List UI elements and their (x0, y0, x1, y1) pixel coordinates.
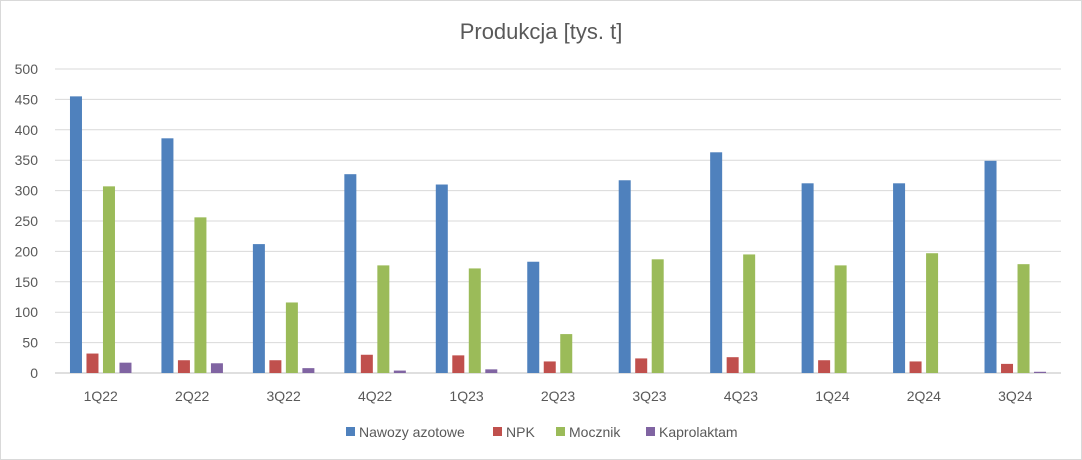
bar-npk-1q22 (86, 353, 99, 373)
x-tick-label: 4Q23 (724, 388, 758, 404)
y-tick-label: 0 (30, 365, 38, 381)
legend-swatch (493, 427, 502, 436)
bar-mocznik-4q23 (743, 254, 756, 373)
bar-kaprolaktam-1q23 (485, 369, 498, 373)
x-axis-ticks: 1Q22 2Q22 3Q22 4Q22 1Q23 2Q23 3Q23 4Q23 1Q24 2Q24… (84, 388, 1033, 404)
legend-label: NPK (506, 424, 535, 440)
bar-mocznik-2q24 (926, 253, 939, 373)
legend-swatch (646, 427, 655, 436)
bar-npk-1q24 (818, 360, 831, 373)
y-tick-label: 450 (15, 91, 39, 107)
bar-nawozy-azotowe-1q22 (69, 96, 82, 374)
bar-nawozy-azotowe-4q22 (344, 174, 357, 373)
x-tick-label: 2Q22 (175, 388, 209, 404)
bar-mocznik-3q23 (651, 259, 664, 373)
legend: Nawozy azotowe NPK Mocznik Kaprolaktam (346, 424, 738, 440)
bar-mocznik-2q23 (560, 334, 573, 373)
bar-npk-3q22 (269, 360, 282, 373)
x-tick-label: 3Q23 (632, 388, 666, 404)
bar-npk-4q23 (726, 357, 739, 373)
y-tick-label: 500 (15, 61, 39, 77)
legend-label: Kaprolaktam (659, 424, 738, 440)
bar-mocznik-1q23 (468, 268, 481, 373)
bar-nawozy-azotowe-1q24 (801, 183, 814, 373)
chart-title: Produkcja [tys. t] (460, 19, 623, 44)
bar-mocznik-1q22 (102, 186, 115, 373)
x-tick-label: 1Q24 (815, 388, 849, 404)
bar-nawozy-azotowe-2q23 (527, 261, 540, 373)
bar-nawozy-azotowe-2q22 (161, 138, 174, 373)
x-tick-label: 4Q22 (358, 388, 392, 404)
y-tick-label: 400 (15, 122, 39, 138)
bar-nawozy-azotowe-3q23 (618, 180, 631, 373)
bar-kaprolaktam-3q24 (1034, 371, 1047, 373)
legend-swatch (346, 427, 355, 436)
bar-nawozy-azotowe-4q23 (710, 152, 723, 373)
bar-npk-2q23 (543, 361, 556, 373)
bar-npk-1q23 (452, 355, 465, 373)
bar-nawozy-azotowe-1q23 (435, 184, 448, 373)
x-tick-label: 3Q22 (267, 388, 301, 404)
bar-npk-2q22 (177, 360, 190, 373)
bar-kaprolaktam-2q22 (210, 363, 223, 373)
x-tick-label: 1Q23 (449, 388, 483, 404)
y-tick-label: 200 (15, 243, 39, 259)
legend-label: Nawozy azotowe (359, 424, 465, 440)
legend-label: Mocznik (569, 424, 621, 440)
legend-swatch (556, 427, 565, 436)
bar-npk-3q23 (635, 358, 648, 373)
bar-nawozy-azotowe-3q22 (252, 244, 265, 373)
bar-nawozy-azotowe-2q24 (893, 183, 906, 373)
x-tick-label: 1Q22 (84, 388, 118, 404)
x-tick-label: 2Q24 (907, 388, 941, 404)
bar-mocznik-4q22 (377, 265, 390, 373)
y-axis-ticks: 0 50 100 150 200 250 300 350 400 450 500 (15, 61, 39, 381)
bar-npk-3q24 (1001, 363, 1014, 373)
bar-mocznik-1q24 (834, 265, 847, 373)
x-tick-label: 3Q24 (998, 388, 1032, 404)
y-tick-label: 300 (15, 183, 39, 199)
bar-nawozy-azotowe-3q24 (984, 160, 997, 373)
bar-npk-4q22 (360, 354, 373, 373)
y-tick-label: 150 (15, 274, 39, 290)
bar-mocznik-2q22 (194, 217, 207, 373)
bar-npk-2q24 (909, 361, 922, 373)
bar-kaprolaktam-3q22 (302, 368, 315, 373)
y-tick-label: 100 (15, 304, 39, 320)
bar-kaprolaktam-4q22 (393, 370, 406, 373)
y-tick-label: 50 (22, 335, 38, 351)
bar-kaprolaktam-1q22 (119, 362, 132, 373)
y-tick-label: 250 (15, 213, 39, 229)
bars (69, 96, 1047, 374)
bar-mocznik-3q24 (1017, 264, 1030, 373)
gridlines (55, 68, 1061, 374)
y-tick-label: 350 (15, 152, 39, 168)
x-tick-label: 2Q23 (541, 388, 575, 404)
bar-mocznik-3q22 (285, 302, 298, 373)
